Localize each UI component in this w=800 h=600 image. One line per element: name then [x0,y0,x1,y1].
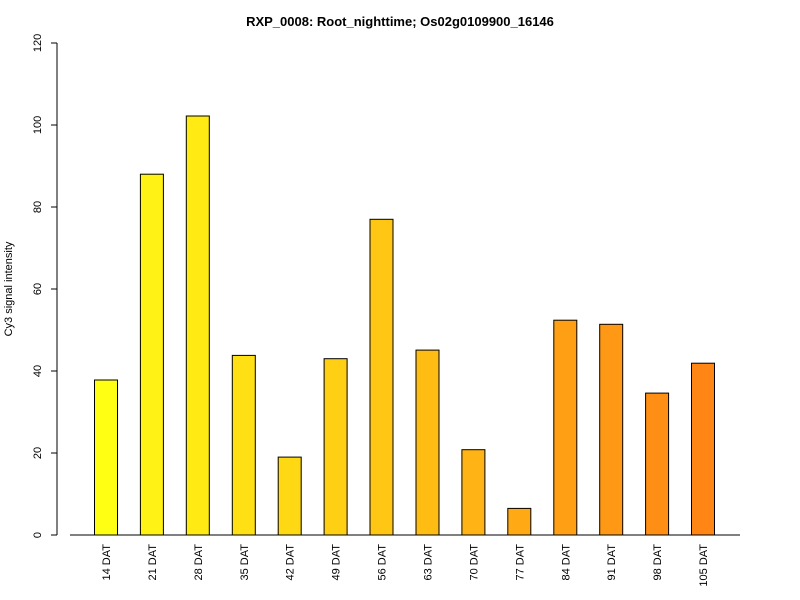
x-tick-label: 98 DAT [652,544,664,581]
y-tick-label: 0 [32,532,44,538]
bar-42-dat [277,456,302,536]
bar-84-dat [553,319,578,536]
bars-group [94,115,715,536]
bar-98-dat [645,392,670,536]
bar-49-dat [323,358,348,536]
y-axis: 0 20 40 60 80 100 120 [32,34,58,538]
x-tick-label: 28 DAT [193,544,205,581]
y-tick-label: 120 [32,34,44,52]
bar-77-dat [507,507,532,536]
x-tick-label: 91 DAT [606,544,618,581]
bar-21-dat [139,173,164,536]
x-tick-label: 56 DAT [377,544,389,581]
x-tick-label: 42 DAT [285,544,297,581]
y-tick-label: 40 [32,365,44,377]
chart-title: RXP_0008: Root_nighttime; Os02g0109900_1… [246,14,554,29]
bar-28-dat [185,115,210,536]
x-tick-label: 21 DAT [147,544,159,581]
bar-14-dat [94,379,118,536]
x-tick-label: 63 DAT [423,544,435,581]
x-tick-label: 14 DAT [101,544,113,581]
x-tick-label: 84 DAT [560,544,572,581]
x-tick-labels: 14 DAT 21 DAT 28 DAT 35 DAT 42 DAT 49 DAT 56 D… [101,544,710,587]
y-tick-label: 20 [32,447,44,459]
bar-91-dat [599,323,624,536]
x-tick-label: 49 DAT [331,544,343,581]
x-tick-label: 70 DAT [468,544,480,581]
bar-63-dat [415,349,440,536]
bar-70-dat [461,449,486,536]
y-tick-label: 80 [32,201,44,213]
x-tick-label: 35 DAT [239,544,251,581]
bar-56-dat [369,218,394,536]
y-tick-label: 60 [32,283,44,295]
x-tick-label: 105 DAT [698,544,710,587]
bar-105-dat [691,362,715,536]
bar-35-dat [231,354,256,536]
y-axis-label: Cy3 signal intensity [3,241,15,336]
y-tick-label: 100 [32,116,44,134]
x-tick-label: 77 DAT [514,544,526,581]
